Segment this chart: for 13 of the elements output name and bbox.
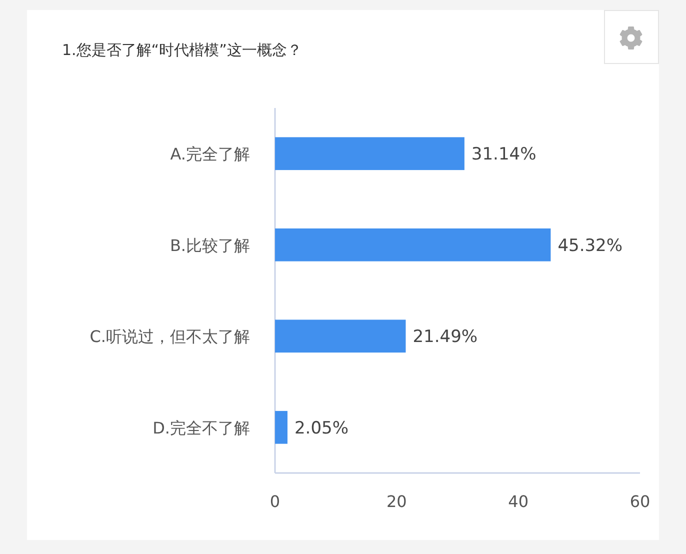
y-tick-label: D.完全不了解: [152, 418, 250, 438]
y-tick-label: B.比较了解: [170, 236, 250, 255]
chart-title: 1.您是否了解“时代楷模”这一概念？: [62, 41, 302, 59]
data-label: 45.32%: [558, 236, 623, 256]
y-tick-label: C.听说过，但不太了解: [90, 327, 250, 346]
data-label: 21.49%: [412, 327, 478, 348]
x-tick-label: 40: [508, 492, 529, 511]
x-tick-label: 60: [630, 492, 650, 511]
y-tick-label: A.完全了解: [170, 144, 250, 164]
x-tick-label: 0: [270, 492, 280, 511]
data-label: 2.05%: [294, 418, 348, 438]
x-tick-label: 20: [386, 492, 407, 511]
data-label: 31.14%: [471, 144, 536, 165]
